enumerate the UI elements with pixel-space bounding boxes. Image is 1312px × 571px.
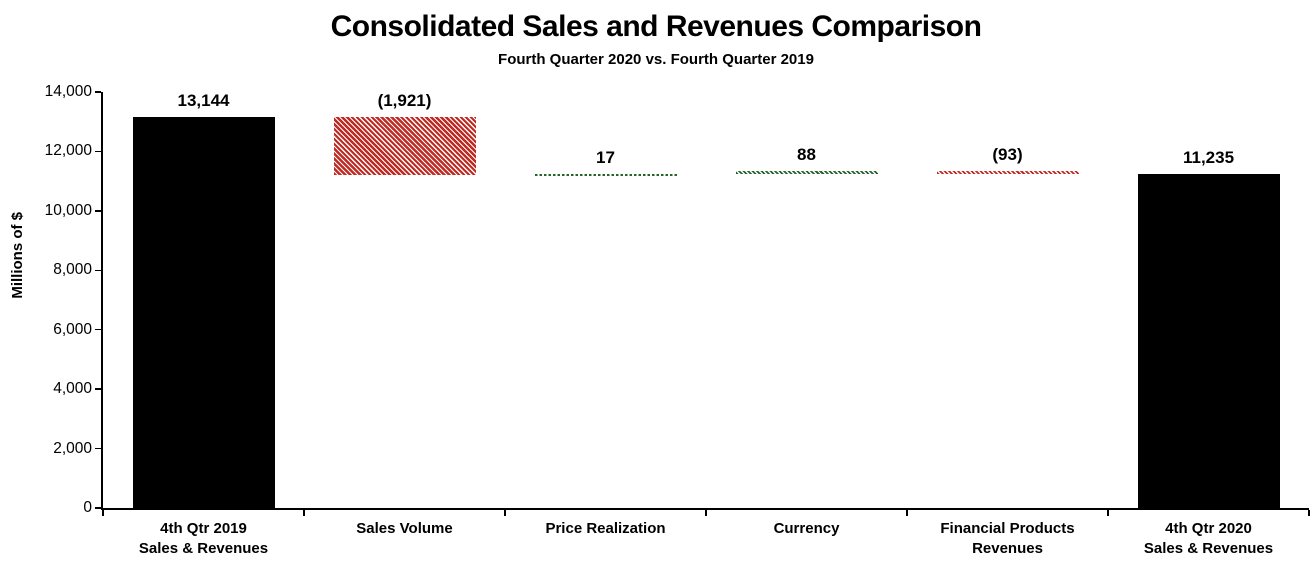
y-axis-tick — [95, 507, 101, 509]
bar-value-label-financial-products-revenues: (93) — [992, 145, 1023, 165]
y-axis-tick — [95, 91, 101, 93]
bar-sales-volume — [333, 117, 476, 175]
bar-value-label-sales-volume: (1,921) — [377, 91, 432, 111]
x-axis-category-label-4th-qtr-2020-sales-revenues: 4th Qtr 2020 Sales & Revenues — [1108, 519, 1309, 559]
bar-4th-qtr-2019-sales-revenues — [132, 117, 275, 508]
x-axis-line — [101, 508, 1309, 510]
category-label-line: Financial Products — [940, 520, 1075, 537]
bar-value-label-4th-qtr-2019-sales-revenues: 13,144 — [177, 91, 230, 111]
x-axis-tick — [1308, 510, 1310, 516]
y-axis-tick-label: 4,000 — [53, 380, 92, 398]
bar-4th-qtr-2020-sales-revenues — [1137, 174, 1280, 508]
chart-title: Consolidated Sales and Revenues Comparis… — [330, 10, 982, 43]
category-label-line: Sales & Revenues — [1143, 540, 1274, 557]
bar-value-label-price-realization: 17 — [596, 148, 615, 167]
x-axis-tick — [504, 510, 506, 516]
bar-value-label-currency: 88 — [797, 145, 816, 165]
category-label-line: Currency — [773, 520, 840, 537]
bar-currency — [735, 171, 878, 175]
y-axis-tick-label: 8,000 — [53, 261, 92, 279]
y-axis-tick — [95, 269, 101, 272]
x-axis-category-label-sales-volume: Sales Volume — [304, 519, 505, 539]
x-axis-tick — [906, 510, 908, 516]
category-label-line: Sales Volume — [356, 520, 453, 537]
x-axis-category-label-currency: Currency — [706, 519, 907, 539]
x-axis-tick — [102, 510, 104, 516]
category-label-line: Sales & Revenues — [138, 540, 269, 557]
y-axis-line — [101, 92, 103, 508]
y-axis-tick — [95, 388, 101, 390]
category-label-line: Price Realization — [545, 520, 666, 537]
x-axis-category-label-financial-products-revenues: Financial Products Revenues — [907, 519, 1108, 559]
x-axis-tick — [1107, 510, 1109, 516]
y-axis-tick — [95, 447, 101, 450]
chart-subtitle: Fourth Quarter 2020 vs. Fourth Quarter 2… — [498, 51, 814, 68]
category-label-line: Revenues — [972, 540, 1043, 557]
y-axis-tick-label: 14,000 — [44, 83, 92, 100]
x-axis-category-label-price-realization: Price Realization — [505, 519, 706, 539]
y-axis-tick-label: 0 — [83, 499, 92, 516]
y-axis-tick-label: 2,000 — [53, 439, 92, 457]
y-axis-tick-label: 6,000 — [53, 320, 92, 338]
y-axis-tick-label: 12,000 — [44, 142, 92, 160]
category-label-line: 4th Qtr 2019 — [160, 520, 247, 537]
category-label-line: 4th Qtr 2020 — [1165, 520, 1252, 537]
x-axis-tick — [303, 510, 305, 516]
bar-financial-products-revenues — [936, 171, 1079, 175]
bar-price-realization — [534, 174, 677, 176]
y-axis-tick — [95, 150, 101, 153]
y-axis-tick — [95, 210, 101, 212]
x-axis-category-label-4th-qtr-2019-sales-revenues: 4th Qtr 2019 Sales & Revenues — [103, 519, 304, 559]
bar-value-label-4th-qtr-2020-sales-revenues: 11,235 — [1182, 148, 1235, 168]
y-axis-tick — [95, 328, 101, 331]
x-axis-tick — [705, 510, 707, 516]
y-axis-tick-label: 10,000 — [44, 201, 92, 219]
